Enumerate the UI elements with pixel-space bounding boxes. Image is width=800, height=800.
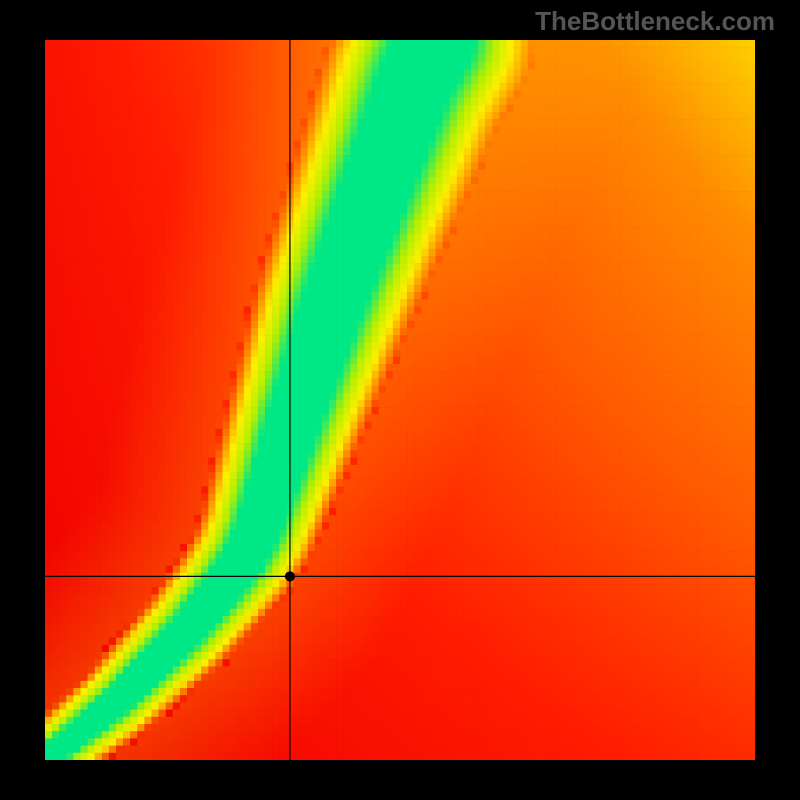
chart-container: TheBottleneck.com (0, 0, 800, 800)
bottleneck-heatmap (45, 40, 755, 760)
watermark-text: TheBottleneck.com (535, 6, 775, 37)
